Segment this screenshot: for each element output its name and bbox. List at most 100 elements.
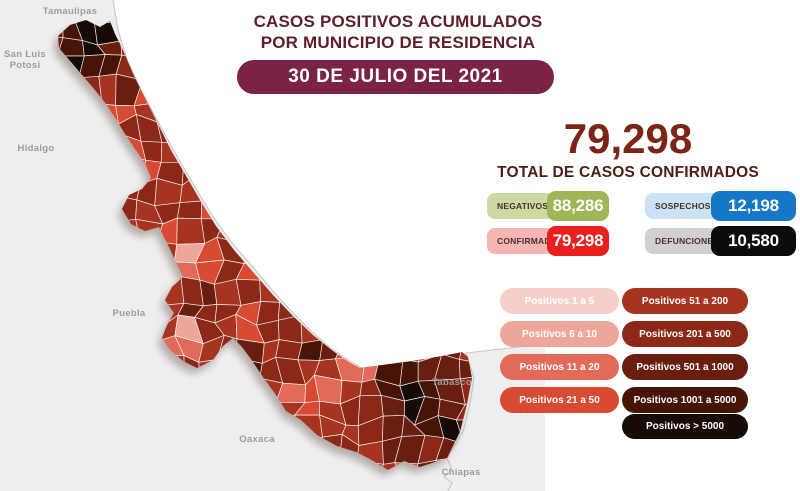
municipality-cell [155,102,183,123]
municipality-cell [437,115,465,145]
legend-item-51-200: Positivos 51 a 200 [622,288,748,314]
municipality-cell [175,34,203,60]
municipality-cell [243,101,265,125]
municipality-cell [481,255,497,281]
municipality-cell [356,138,379,158]
municipality-cell [161,35,180,63]
municipality-cell [458,137,472,164]
municipality-cell [337,117,365,143]
legend-item-21-50: Positivos 21 a 50 [500,387,619,413]
municipality-cell [320,236,346,266]
municipality-cell [438,239,462,261]
municipality-cell [416,259,446,280]
municipality-cell [453,294,472,325]
municipality-cell [235,133,261,160]
municipality-cell [394,337,422,363]
municipality-cell [476,295,500,322]
municipality-cell [415,239,443,263]
total-cases-number: 79,298 [563,115,693,162]
municipality-cell [301,162,324,183]
municipality-cell [444,276,458,298]
municipality-cell [273,178,304,203]
municipality-cell [361,157,381,183]
municipality-cell [299,178,324,205]
municipality-cell [316,202,346,225]
municipality-cell [399,213,422,244]
municipality-cell [399,277,426,302]
municipality-cell [175,114,203,146]
legend-item-gt-5000: Positivos > 5000 [622,414,748,439]
municipality-cell [254,155,282,182]
legend-item-11-20: Positivos 11 a 20 [500,354,619,380]
badge-confirmados-label: CONFIRMADOS [497,236,564,246]
municipality-cell [320,115,343,143]
municipality-cell [315,138,339,164]
legend-item-201-500: Positivos 201 a 500 [622,321,748,347]
municipality-cell [154,20,178,25]
municipality-cell [177,56,206,83]
municipality-cell [436,153,459,185]
municipality-cell [274,138,306,165]
badge-sospechosos-label: SOSPECHOSOS [655,201,724,211]
municipality-cell [260,122,286,144]
municipality-cell [338,155,365,183]
municipality-cell [377,213,404,246]
municipality-cell [357,98,384,119]
municipality-cell [215,158,243,179]
municipality-cell [214,193,244,220]
municipality-cell [274,122,306,142]
municipality-cell [254,220,284,243]
municipality-cell [461,115,472,143]
municipality-cell [377,118,405,142]
municipality-cell [219,133,243,166]
municipality-cell [424,293,447,325]
municipality-cell [277,260,306,286]
municipality-cell [362,174,381,204]
municipality-cell [203,78,222,105]
municipality-cell [379,257,403,284]
municipality-cell [175,20,207,37]
municipality-cell [235,121,265,144]
municipality-cell [377,242,404,264]
municipality-cell [335,280,362,303]
municipality-cell [316,295,341,322]
municipality-cell [136,20,163,26]
legend-item-501-1000: Positivos 501 a 1000 [622,354,748,380]
municipality-cell [254,235,283,263]
municipality-cell [316,276,340,301]
municipality-cell [254,180,282,199]
municipality-cell [181,153,205,186]
municipality-cell [176,98,205,126]
municipality-cell [115,20,147,27]
municipality-cell [120,25,147,46]
municipality-cell [461,93,472,127]
municipality-cell [284,94,305,124]
municipality-cell [374,320,404,347]
municipality-cell [235,217,261,245]
municipality-cell [175,142,205,163]
municipality-cell [202,58,220,82]
municipality-cell [396,174,422,204]
municipality-cell [439,179,459,203]
municipality-cell [176,217,206,245]
badge-confirmados-value: 79,298 [547,226,609,256]
municipality-cell [255,198,284,223]
municipality-cell [400,135,422,163]
municipality-cell [216,102,245,124]
municipality-cell [440,93,467,124]
municipality-cell [316,320,345,341]
municipality-cell [301,276,319,301]
legend-item-6-10: Positivos 6 a 10 [500,321,619,347]
legend-item-1-5: Positivos 1 a 5 [500,288,619,314]
municipality-cell [198,20,222,46]
municipality-cell [335,338,366,360]
municipality-cell [394,320,426,347]
municipality-cell [139,23,166,46]
badge-negativos-value: 88,286 [547,191,609,221]
municipality-cell [416,277,447,298]
date-banner: 30 DE JULIO DEL 2021 [237,60,554,94]
municipality-cell [335,295,367,322]
badge-defunciones-value: 10,580 [711,226,796,256]
badge-confirmados: CONFIRMADOS 79,298 [487,226,609,256]
veracruz-choropleth-map: Tamaulipas San Luis Potosi Hidalgo Puebla Oax… [0,0,545,491]
